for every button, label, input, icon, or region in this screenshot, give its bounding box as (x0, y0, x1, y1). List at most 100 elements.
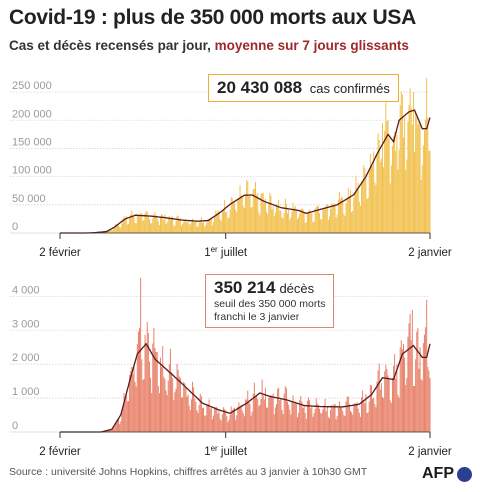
y-tick-label: 200 000 (12, 108, 52, 120)
daily-bar (250, 415, 252, 432)
daily-bar (268, 397, 270, 432)
daily-bar (129, 217, 131, 233)
daily-bar (278, 199, 280, 233)
daily-bar (293, 207, 295, 233)
daily-bar (122, 218, 124, 233)
cases-annotation: 20 430 088 cas confirmés (208, 74, 399, 102)
daily-bar (141, 359, 143, 432)
daily-bar (205, 415, 207, 432)
daily-bar (158, 393, 160, 432)
daily-bar (365, 394, 367, 432)
daily-bar (288, 209, 290, 233)
daily-bar (247, 390, 249, 432)
daily-bar (404, 357, 406, 432)
daily-bar (134, 223, 136, 233)
daily-bar (294, 401, 296, 432)
daily-bar (277, 388, 279, 432)
daily-bar (210, 406, 212, 432)
daily-bar (218, 410, 220, 432)
daily-bar (343, 414, 345, 432)
daily-bar (150, 377, 152, 432)
daily-bar (304, 412, 306, 432)
daily-bar (338, 191, 340, 233)
y-tick-label: 150 000 (12, 136, 52, 148)
daily-bar (414, 385, 416, 432)
daily-bar (378, 363, 380, 432)
daily-bar (386, 121, 388, 233)
daily-bar (270, 395, 272, 432)
daily-bar (200, 396, 202, 432)
daily-bar (406, 378, 408, 432)
daily-bar (415, 359, 417, 432)
daily-bar (349, 189, 351, 233)
source-note: Source : université Johns Hopkins, chiff… (9, 466, 368, 478)
daily-bar (216, 407, 218, 432)
daily-bar (342, 197, 344, 233)
daily-bar (227, 218, 229, 233)
daily-bar (267, 407, 269, 432)
daily-bar (375, 407, 377, 432)
daily-bar (383, 167, 385, 233)
daily-bar (341, 196, 343, 233)
daily-bar (368, 401, 370, 432)
daily-bar (176, 363, 178, 432)
chart-title: Covid-19 : plus de 350 000 morts aux USA (9, 6, 416, 29)
daily-bar (236, 415, 238, 432)
daily-bar (140, 213, 142, 233)
daily-bar (135, 386, 137, 432)
daily-bar (208, 399, 210, 432)
daily-bar (197, 412, 199, 432)
daily-bar (396, 135, 398, 233)
daily-bar (253, 382, 255, 432)
daily-bar (425, 327, 427, 432)
y-tick-label: 100 000 (12, 165, 52, 177)
daily-bar (397, 395, 399, 432)
daily-bar (147, 215, 149, 233)
daily-bar (189, 224, 191, 233)
daily-bar (108, 429, 110, 432)
afp-logo-circle (457, 466, 472, 482)
daily-bar (385, 102, 387, 233)
chart-décès: 0 1 000 2 000 3 000 4 000 2 février 1er juille… (10, 277, 452, 458)
daily-bar (199, 393, 201, 432)
daily-bar (108, 230, 110, 233)
daily-bar (426, 78, 428, 233)
daily-bar (144, 334, 146, 432)
daily-bar (416, 116, 418, 233)
daily-bar (379, 389, 381, 432)
daily-bar (206, 404, 208, 432)
daily-bar (346, 198, 348, 233)
daily-bar (135, 223, 137, 233)
daily-bar (210, 218, 212, 233)
daily-bar (251, 411, 253, 432)
daily-bar (119, 424, 121, 432)
daily-bar (380, 158, 382, 233)
daily-bar (292, 202, 294, 233)
daily-bar (182, 223, 184, 233)
daily-bar (363, 165, 365, 233)
daily-bar (391, 145, 393, 233)
daily-bar (160, 357, 162, 432)
daily-bar (281, 217, 283, 233)
daily-bar (112, 229, 114, 233)
daily-bar (279, 210, 281, 233)
daily-bar (143, 379, 145, 432)
daily-bar (174, 226, 176, 233)
subtitle-average: moyenne sur 7 jours glissants (214, 38, 409, 53)
daily-bar (176, 215, 178, 233)
daily-bar (407, 336, 409, 432)
daily-bar (299, 400, 301, 432)
daily-bar (382, 123, 384, 233)
deaths-total: 350 214 (214, 278, 276, 297)
cases-total-label: cas confirmés (309, 81, 390, 96)
daily-bar (187, 220, 189, 233)
daily-bar (402, 343, 404, 432)
daily-bar (287, 401, 289, 432)
daily-bar (229, 209, 231, 233)
daily-bar (275, 204, 277, 233)
daily-bar (294, 206, 296, 233)
moving-average-line (60, 342, 431, 433)
daily-bar (178, 218, 180, 233)
daily-bar (151, 392, 153, 432)
daily-bar (179, 377, 181, 432)
